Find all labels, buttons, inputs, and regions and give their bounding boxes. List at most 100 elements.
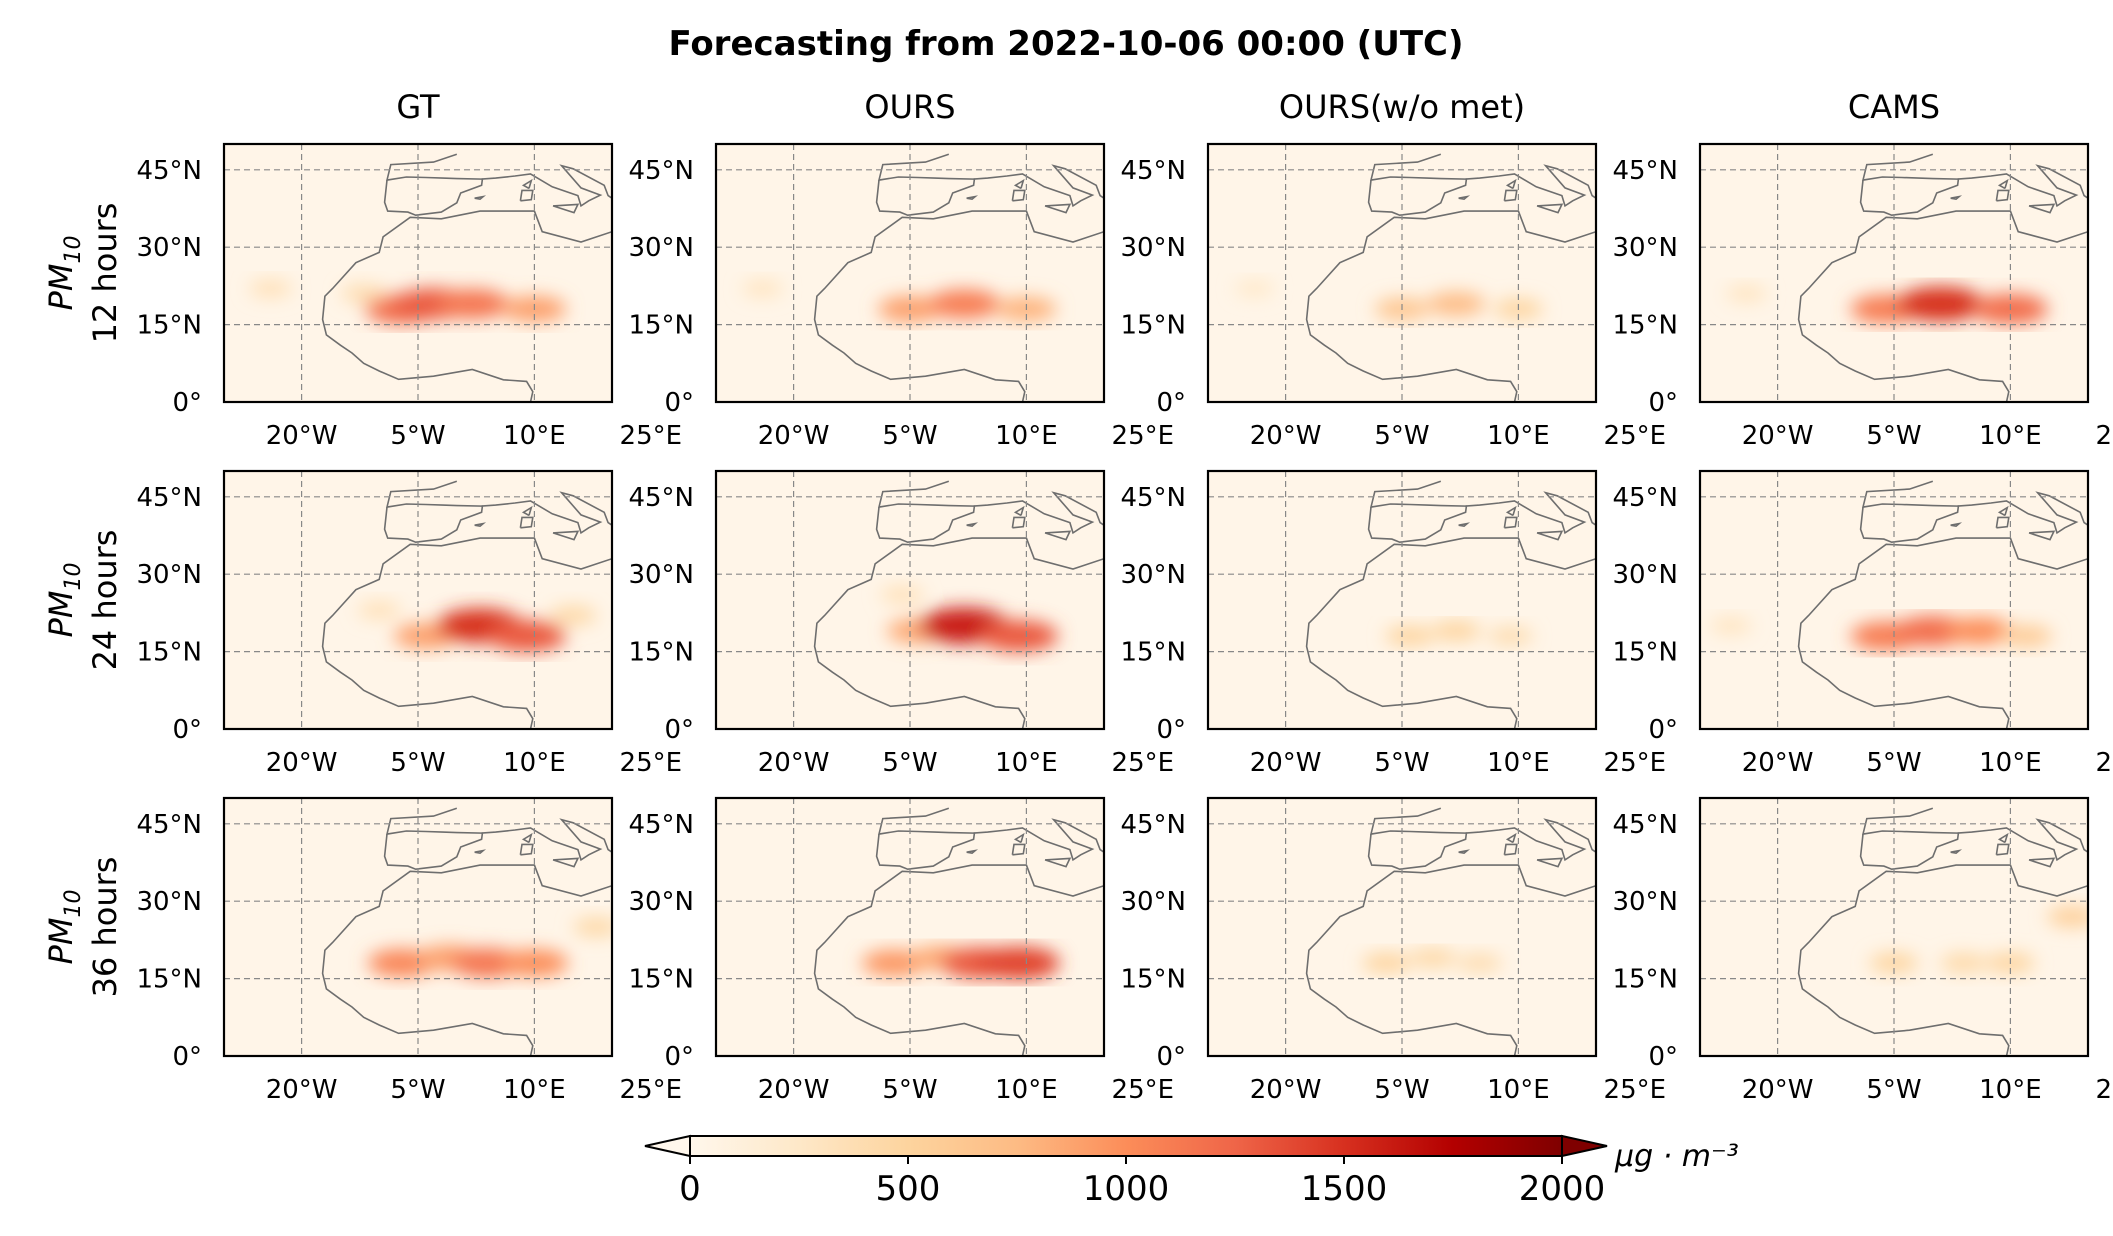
map-panel: 0° 15°N 30°N 45°N 20°W 5°W 10°E 25°E: [1612, 796, 2113, 1105]
coastline: [552, 530, 580, 541]
coastline: [875, 807, 976, 871]
lat-tick-label: 45°N: [1120, 156, 1186, 186]
lon-tick-label: 25°E: [1112, 421, 1175, 451]
coastline: [2028, 857, 2056, 868]
coastline: [966, 849, 979, 855]
lon-tick-label: 10°E: [503, 1075, 566, 1105]
map-panel: 0° 15°N 30°N 45°N 20°W 5°W 10°E 25°E: [1120, 469, 1666, 778]
lat-tick-label: 45°N: [1120, 810, 1186, 840]
map-frame: [714, 142, 1106, 404]
row-label-lead-time: 12 hours: [86, 203, 124, 344]
coastline: [321, 486, 612, 729]
lat-tick-label: 0°: [172, 388, 202, 418]
coastline: [1458, 849, 1471, 855]
map-frame: [222, 142, 614, 404]
lon-tick-label: 20°W: [758, 1075, 830, 1105]
lat-tick-label: 0°: [1156, 1042, 1186, 1072]
colorbar-unit-label: μg · m⁻³: [1614, 1139, 1739, 1174]
lat-tick-label: 30°N: [1120, 887, 1186, 917]
coastline: [552, 203, 580, 214]
coastline: [1997, 832, 2009, 844]
coastline: [1503, 843, 1518, 856]
coastline: [813, 813, 1104, 1056]
map-frame: [1698, 469, 2090, 731]
lon-tick-label: 10°E: [995, 421, 1058, 451]
colorbar-tick-label: 0: [679, 1169, 701, 1209]
colorbar-max-extension: [1561, 1134, 1608, 1158]
lon-tick-label: 20°W: [1742, 748, 1814, 778]
row-label-lead-time: 24 hours: [86, 530, 124, 671]
coastline: [1044, 857, 1072, 868]
concentration-hotspot: [977, 946, 1060, 980]
lon-tick-label: 25°E: [2096, 421, 2113, 451]
lon-tick-label: 5°W: [1374, 1075, 1429, 1105]
lon-tick-label: 5°W: [1866, 421, 1921, 451]
colorbar: 0 500 1000 1500 2000 μg · m⁻³: [644, 1134, 1739, 1209]
lon-tick-label: 5°W: [390, 1075, 445, 1105]
lon-tick-label: 5°W: [1374, 748, 1429, 778]
coastline: [1044, 203, 1072, 214]
row-label: PM1036 hours: [42, 857, 124, 998]
lat-tick-label: 30°N: [628, 560, 694, 590]
lat-tick-label: 15°N: [1612, 638, 1678, 668]
map-frame: [714, 469, 1106, 731]
lon-tick-label: 10°E: [503, 748, 566, 778]
map-background: [224, 144, 612, 402]
map-panel: 0° 15°N 30°N 45°N 20°W 5°W 10°E 25°E: [136, 796, 683, 1105]
coastline: [1011, 516, 1026, 529]
coastline: [1458, 522, 1471, 528]
coastline: [519, 843, 534, 856]
map-frame: [222, 796, 614, 1058]
lon-tick-label: 10°E: [1979, 748, 2042, 778]
map-background: [1700, 798, 2088, 1056]
lat-tick-label: 0°: [172, 715, 202, 745]
lon-tick-label: 5°W: [390, 421, 445, 451]
coastline: [1536, 203, 1564, 214]
concentration-hotspot: [2047, 906, 2088, 927]
lon-tick-label: 20°W: [1742, 421, 1814, 451]
map-frame: [1206, 796, 1598, 1058]
colorbar-tick-label: 500: [876, 1169, 941, 1209]
row-label: PM1024 hours: [42, 530, 124, 671]
coastline: [1797, 159, 2088, 402]
concentration-hotspot: [1362, 953, 1411, 973]
row-label-subscript: 10: [61, 563, 86, 591]
lon-tick-label: 10°E: [1487, 1075, 1550, 1105]
coastline: [321, 813, 612, 1056]
lat-tick-label: 0°: [1156, 715, 1186, 745]
lat-tick-label: 0°: [172, 1042, 202, 1072]
coastline: [481, 491, 612, 535]
lon-tick-label: 10°E: [995, 1075, 1058, 1105]
coastline: [973, 818, 1104, 862]
coastline: [1305, 486, 1596, 729]
map-panel: 0° 15°N 30°N 45°N 20°W 5°W 10°E 25°E: [136, 469, 682, 778]
coastline: [321, 159, 612, 402]
map-panel: 0° 15°N 30°N 45°N 20°W 5°W 10°E 25°E: [628, 469, 1174, 778]
row-label-lead-time: 36 hours: [86, 857, 124, 998]
coastline: [1797, 486, 2088, 729]
coastline: [521, 178, 533, 190]
lat-tick-label: 0°: [1648, 715, 1678, 745]
lon-tick-label: 20°W: [1250, 421, 1322, 451]
lat-tick-label: 30°N: [136, 887, 202, 917]
lon-tick-label: 10°E: [1487, 748, 1550, 778]
coastline: [1505, 178, 1517, 190]
lon-tick-label: 25°E: [620, 421, 683, 451]
coastline: [1503, 516, 1518, 529]
lon-tick-label: 10°E: [1979, 1075, 2042, 1105]
lon-tick-label: 25°E: [620, 1075, 683, 1105]
coastline: [1305, 813, 1596, 1056]
lat-tick-label: 15°N: [136, 965, 202, 995]
concentration-hotspot: [549, 606, 597, 625]
lat-tick-label: 30°N: [1120, 560, 1186, 590]
concentration-hotspot: [1409, 948, 1457, 968]
lon-tick-label: 10°E: [503, 421, 566, 451]
map-background: [716, 144, 1104, 402]
lat-tick-label: 0°: [664, 1042, 694, 1072]
map-background: [1208, 798, 1596, 1056]
coastline: [383, 153, 484, 217]
coastline: [875, 153, 976, 217]
lat-tick-label: 15°N: [136, 311, 202, 341]
coastline: [2028, 530, 2056, 541]
coastline: [1367, 480, 1468, 544]
